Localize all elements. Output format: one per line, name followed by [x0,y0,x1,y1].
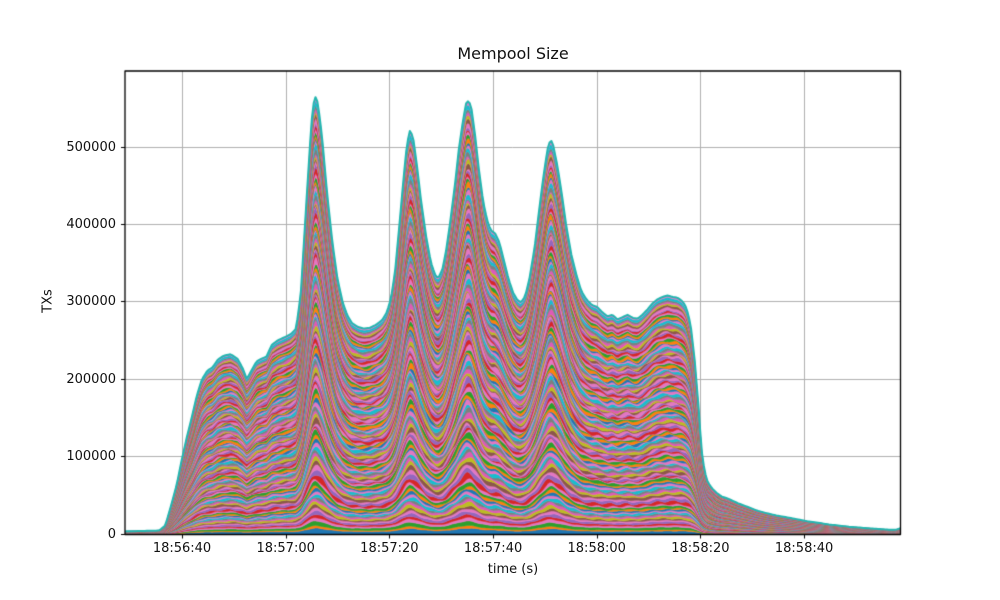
y-tick-label: 500000 [66,139,116,155]
x-axis-label: time (s) [487,562,539,577]
y-tick-label: 400000 [66,216,116,232]
chart-title: Mempool Size [457,44,569,63]
x-tick-label: 18:57:40 [463,541,523,556]
x-tick-label: 18:57:00 [256,541,315,556]
y-tick-label: 0 [107,526,116,542]
x-tick-label: 18:56:40 [152,541,212,556]
y-tick-label: 300000 [66,294,116,310]
x-tick-label: 18:58:40 [774,541,834,556]
x-tick-label: 18:58:00 [567,541,626,556]
x-tick-label: 18:58:20 [671,541,730,556]
y-tick-label: 200000 [66,371,116,387]
x-tick-label: 18:57:20 [360,541,419,556]
y-tick-label: 100000 [66,449,116,465]
